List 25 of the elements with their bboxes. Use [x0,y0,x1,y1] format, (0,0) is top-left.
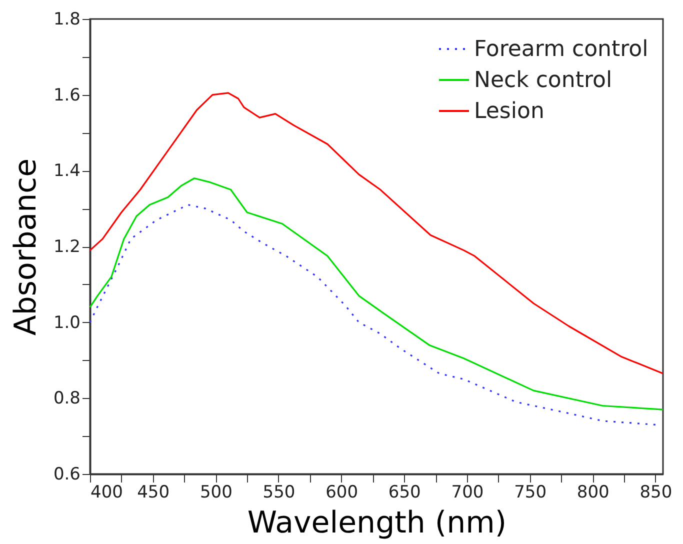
x-tick-label: 550 [262,482,296,502]
y-tick-label: 0.8 [53,388,80,409]
y-tick-label: 1.8 [53,10,80,30]
y-tick-label: 1.6 [53,85,80,106]
legend-label: Forearm control [474,37,648,62]
x-tick-label: 700 [451,482,484,502]
x-tick-label: 750 [514,482,547,502]
legend-label: Lesion [474,99,544,124]
x-tick-label: 600 [326,482,358,502]
x-tick-label: 850 [640,482,672,502]
x-tick-label: 400 [90,482,123,502]
legend-label: Neck control [474,68,612,93]
line-series [89,92,664,374]
y-axis-title: Absorbance [8,158,44,336]
y-tick-label: 1.4 [53,161,80,182]
y-tick-label: 1.0 [53,312,80,333]
x-tick-label: 650 [388,482,421,502]
line-series [89,204,656,426]
y-tick-label: 1.2 [53,237,80,257]
y-tick-label: 0.6 [53,464,80,484]
x-tick-label: 800 [576,482,610,502]
x-tick-label: 500 [200,482,232,502]
x-axis-title: Wavelength (nm) [247,506,507,540]
line-series [89,177,664,410]
x-tick-label: 450 [137,482,170,502]
